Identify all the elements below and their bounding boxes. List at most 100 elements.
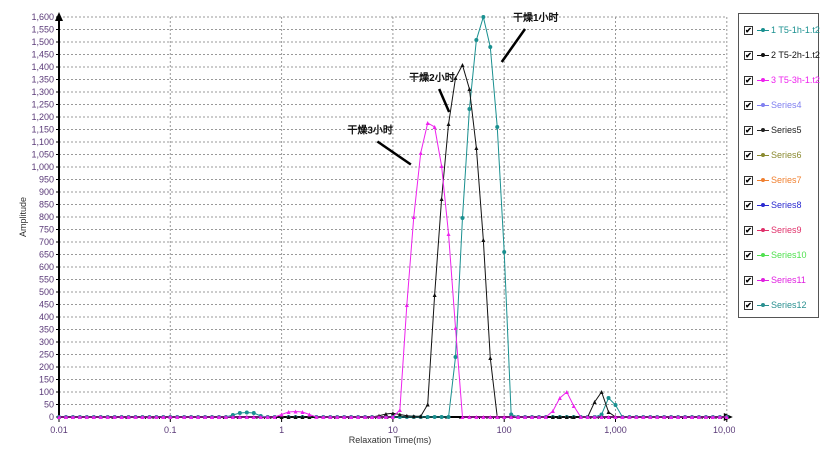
data-point: [404, 413, 409, 418]
data-point: [474, 415, 479, 419]
data-point: [154, 415, 159, 419]
data-point: [495, 415, 500, 419]
data-point: [557, 396, 562, 400]
legend: ✔ 1 T5-1h-1.t2 ✔ 2 T5-2h-1.t2 ✔ 3 T5-3h-1.t2 ✔…: [738, 13, 820, 318]
legend-checkbox[interactable]: ✔: [744, 150, 753, 160]
annotation-label: 干燥1小时: [513, 11, 559, 24]
data-point: [161, 415, 166, 419]
data-point: [63, 415, 68, 419]
data-point: [599, 415, 604, 419]
data-point: [453, 326, 458, 330]
data-point: [509, 412, 514, 417]
data-point: [411, 414, 416, 419]
y-tick-label: 50: [44, 400, 54, 410]
data-point: [70, 415, 75, 419]
legend-label: Series11: [771, 275, 806, 285]
y-tick-label: 0: [49, 412, 54, 422]
data-point: [536, 415, 541, 419]
legend-checkbox[interactable]: ✔: [744, 25, 753, 35]
grid: [59, 16, 728, 417]
data-point: [335, 415, 340, 419]
data-point: [648, 415, 653, 419]
y-tick-label: 350: [39, 325, 54, 335]
y-tick-label: 600: [39, 262, 54, 272]
data-point: [251, 415, 256, 419]
data-point: [425, 415, 430, 419]
data-point: [717, 415, 722, 419]
data-point: [724, 415, 729, 419]
y-tick-label: 1,200: [31, 112, 54, 122]
data-point: [425, 402, 430, 407]
legend-checkbox[interactable]: ✔: [744, 250, 753, 260]
data-point: [300, 410, 305, 414]
x-tick-label: 10: [388, 425, 398, 435]
legend-item[interactable]: ✔ Series9: [744, 223, 802, 237]
y-tick-label: 850: [39, 200, 54, 210]
data-point: [314, 415, 319, 419]
data-point: [641, 415, 646, 419]
legend-checkbox[interactable]: ✔: [744, 200, 753, 210]
data-point: [578, 415, 583, 419]
data-point: [502, 415, 507, 419]
y-tick-label: 750: [39, 225, 54, 235]
legend-item[interactable]: ✔ Series11: [744, 273, 806, 287]
data-point: [592, 400, 597, 404]
data-point: [571, 415, 576, 419]
legend-checkbox[interactable]: ✔: [744, 275, 753, 285]
data-point: [606, 396, 611, 400]
series-3: [57, 121, 729, 419]
annotation-label: 干燥3小时: [347, 124, 393, 137]
data-point: [453, 76, 458, 80]
relaxation-chart: 0 50 100 150 200 250 300 350 400 450 500 550 600 650 7…: [18, 11, 735, 445]
legend-checkbox[interactable]: ✔: [744, 125, 753, 135]
x-axis-label: Relaxation Time(ms): [349, 435, 432, 445]
data-point: [439, 197, 444, 201]
legend-checkbox[interactable]: ✔: [744, 225, 753, 235]
data-point: [307, 412, 312, 417]
y-tick-label: 300: [39, 337, 54, 347]
legend-swatch-icon: [757, 127, 769, 132]
data-point: [467, 107, 472, 111]
y-tick-label: 1,250: [31, 100, 54, 110]
legend-checkbox[interactable]: ✔: [744, 175, 753, 185]
legend-swatch-icon: [757, 227, 769, 232]
legend-item[interactable]: ✔ Series10: [744, 248, 807, 262]
data-point: [446, 122, 451, 126]
data-point: [112, 415, 117, 419]
axes: 0 50 100 150 200 250 300 350 400 450 500 550 600 650 7…: [31, 12, 735, 435]
y-tick-label: 800: [39, 212, 54, 222]
legend-item[interactable]: ✔ Series5: [744, 123, 802, 137]
legend-swatch-icon: [757, 152, 769, 157]
data-point: [328, 415, 333, 419]
legend-item[interactable]: ✔ 3 T5-3h-1.t2: [744, 73, 820, 87]
data-point: [564, 390, 569, 394]
data-point: [293, 415, 298, 419]
x-tick-label: 100: [497, 425, 512, 435]
legend-checkbox[interactable]: ✔: [744, 300, 753, 310]
x-tick-label: 10,000: [713, 425, 735, 435]
data-point: [599, 412, 604, 417]
legend-swatch-icon: [757, 202, 769, 207]
legend-item[interactable]: ✔ Series12: [744, 298, 807, 312]
legend-item[interactable]: ✔ 2 T5-2h-1.t2: [744, 48, 820, 62]
legend-checkbox[interactable]: ✔: [744, 100, 753, 110]
x-tick-label: 1,000: [604, 425, 627, 435]
data-point: [453, 355, 458, 359]
data-point: [564, 415, 569, 419]
legend-checkbox[interactable]: ✔: [744, 50, 753, 60]
y-tick-label: 1,100: [31, 137, 54, 147]
y-tick-label: 1,600: [31, 12, 54, 22]
legend-item[interactable]: ✔ Series8: [744, 198, 802, 212]
data-point: [592, 415, 597, 419]
legend-item[interactable]: ✔ 1 T5-1h-1.t2: [744, 23, 820, 37]
data-point: [57, 415, 61, 419]
legend-label: 3 T5-3h-1.t2: [771, 75, 820, 85]
data-point: [293, 409, 298, 414]
legend-item[interactable]: ✔ Series4: [744, 98, 802, 112]
legend-item[interactable]: ✔ Series6: [744, 148, 802, 162]
legend-checkbox[interactable]: ✔: [744, 75, 753, 85]
y-tick-label: 1,300: [31, 87, 54, 97]
legend-item[interactable]: ✔ Series7: [744, 173, 802, 187]
data-point: [300, 415, 305, 419]
